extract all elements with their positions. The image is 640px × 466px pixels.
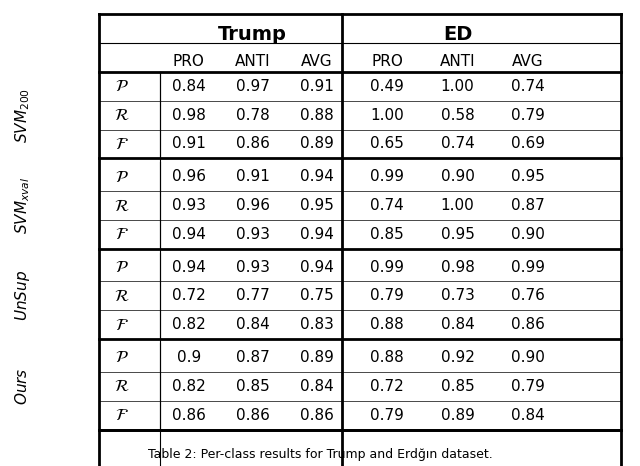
Text: 0.91: 0.91 xyxy=(300,79,333,94)
Text: 0.82: 0.82 xyxy=(172,379,205,394)
Text: $\mathcal{F}$: $\mathcal{F}$ xyxy=(115,135,129,153)
Text: 0.84: 0.84 xyxy=(300,379,333,394)
Text: 0.79: 0.79 xyxy=(371,288,404,303)
Text: ANTI: ANTI xyxy=(235,54,271,69)
Text: 0.94: 0.94 xyxy=(300,260,333,274)
Text: 0.87: 0.87 xyxy=(511,198,545,213)
Text: Table 2: Per-class results for Trump and Erdğın dataset.: Table 2: Per-class results for Trump and… xyxy=(148,448,492,461)
Text: 0.92: 0.92 xyxy=(441,350,474,365)
Text: 0.96: 0.96 xyxy=(236,198,270,213)
Text: 0.79: 0.79 xyxy=(511,108,545,123)
Text: 0.98: 0.98 xyxy=(441,260,474,274)
Text: $SVM_{200}$: $SVM_{200}$ xyxy=(13,88,32,143)
Text: 0.98: 0.98 xyxy=(172,108,205,123)
Text: 0.96: 0.96 xyxy=(172,169,206,184)
Text: 0.65: 0.65 xyxy=(371,137,404,151)
Text: 0.89: 0.89 xyxy=(441,408,474,423)
Text: 0.74: 0.74 xyxy=(371,198,404,213)
Text: 0.86: 0.86 xyxy=(511,317,545,332)
Text: 0.95: 0.95 xyxy=(300,198,333,213)
Text: $\mathcal{P}$: $\mathcal{P}$ xyxy=(115,77,129,95)
Text: 0.85: 0.85 xyxy=(371,227,404,242)
Text: 0.94: 0.94 xyxy=(300,227,333,242)
Text: 0.85: 0.85 xyxy=(441,379,474,394)
Text: ED: ED xyxy=(443,25,472,44)
Text: 0.76: 0.76 xyxy=(511,288,545,303)
Text: 0.86: 0.86 xyxy=(172,408,205,423)
Text: $\mathcal{F}$: $\mathcal{F}$ xyxy=(115,226,129,243)
Text: PRO: PRO xyxy=(371,54,403,69)
Text: 0.99: 0.99 xyxy=(511,260,545,274)
Text: AVG: AVG xyxy=(512,54,544,69)
Text: 0.93: 0.93 xyxy=(236,260,270,274)
Text: 0.87: 0.87 xyxy=(236,350,269,365)
Text: 0.79: 0.79 xyxy=(371,408,404,423)
Text: 0.75: 0.75 xyxy=(300,288,333,303)
Text: 0.83: 0.83 xyxy=(300,317,333,332)
Text: ANTI: ANTI xyxy=(440,54,476,69)
Text: 1.00: 1.00 xyxy=(441,198,474,213)
Text: 0.77: 0.77 xyxy=(236,288,269,303)
Text: 0.90: 0.90 xyxy=(441,169,474,184)
Text: 0.86: 0.86 xyxy=(236,408,269,423)
Text: 0.85: 0.85 xyxy=(236,379,269,394)
Text: 0.94: 0.94 xyxy=(172,227,205,242)
Text: 0.88: 0.88 xyxy=(371,350,404,365)
Text: 0.78: 0.78 xyxy=(236,108,269,123)
Text: 0.58: 0.58 xyxy=(441,108,474,123)
Text: 0.86: 0.86 xyxy=(300,408,333,423)
Text: 0.93: 0.93 xyxy=(236,227,270,242)
Text: $\mathcal{P}$: $\mathcal{P}$ xyxy=(115,258,129,276)
Text: 0.74: 0.74 xyxy=(441,137,474,151)
Text: PRO: PRO xyxy=(173,54,205,69)
Text: 0.97: 0.97 xyxy=(236,79,269,94)
Text: 0.74: 0.74 xyxy=(511,79,545,94)
Text: $\mathcal{R}$: $\mathcal{R}$ xyxy=(114,197,129,214)
Text: 0.89: 0.89 xyxy=(300,137,333,151)
Text: 0.79: 0.79 xyxy=(511,379,545,394)
Text: 0.82: 0.82 xyxy=(172,317,205,332)
Text: 0.84: 0.84 xyxy=(441,317,474,332)
Text: 0.90: 0.90 xyxy=(511,227,545,242)
Text: 1.00: 1.00 xyxy=(371,108,404,123)
Text: $UnSup$: $UnSup$ xyxy=(13,270,32,322)
Text: 0.88: 0.88 xyxy=(371,317,404,332)
Text: 0.88: 0.88 xyxy=(300,108,333,123)
Text: 0.84: 0.84 xyxy=(172,79,205,94)
Text: $SVM_{xval}$: $SVM_{xval}$ xyxy=(13,177,32,234)
Text: 0.73: 0.73 xyxy=(441,288,474,303)
Text: 0.99: 0.99 xyxy=(370,260,404,274)
Text: $Ours$: $Ours$ xyxy=(15,368,31,405)
Text: 0.72: 0.72 xyxy=(172,288,205,303)
Text: 0.49: 0.49 xyxy=(371,79,404,94)
Text: 0.86: 0.86 xyxy=(236,137,269,151)
Text: $\mathcal{R}$: $\mathcal{R}$ xyxy=(114,287,129,305)
Text: $\mathcal{F}$: $\mathcal{F}$ xyxy=(115,406,129,424)
Text: 1.00: 1.00 xyxy=(441,79,474,94)
Text: 0.91: 0.91 xyxy=(236,169,269,184)
Text: 0.9: 0.9 xyxy=(177,350,201,365)
Text: 0.95: 0.95 xyxy=(441,227,474,242)
Text: 0.91: 0.91 xyxy=(172,137,205,151)
Text: 0.94: 0.94 xyxy=(172,260,205,274)
Text: 0.84: 0.84 xyxy=(511,408,545,423)
Text: 0.93: 0.93 xyxy=(172,198,206,213)
Text: $\mathcal{P}$: $\mathcal{P}$ xyxy=(115,168,129,185)
Text: $\mathcal{P}$: $\mathcal{P}$ xyxy=(115,349,129,366)
Text: $\mathcal{F}$: $\mathcal{F}$ xyxy=(115,316,129,334)
Text: AVG: AVG xyxy=(301,54,333,69)
Text: 0.89: 0.89 xyxy=(300,350,333,365)
Text: 0.99: 0.99 xyxy=(370,169,404,184)
Text: 0.95: 0.95 xyxy=(511,169,545,184)
Text: 0.84: 0.84 xyxy=(236,317,269,332)
Text: $\mathcal{R}$: $\mathcal{R}$ xyxy=(114,106,129,124)
Text: 0.90: 0.90 xyxy=(511,350,545,365)
Text: 0.72: 0.72 xyxy=(371,379,404,394)
Text: $\mathcal{R}$: $\mathcal{R}$ xyxy=(114,377,129,395)
Text: 0.94: 0.94 xyxy=(300,169,333,184)
Text: 0.69: 0.69 xyxy=(511,137,545,151)
Text: Trump: Trump xyxy=(218,25,287,44)
